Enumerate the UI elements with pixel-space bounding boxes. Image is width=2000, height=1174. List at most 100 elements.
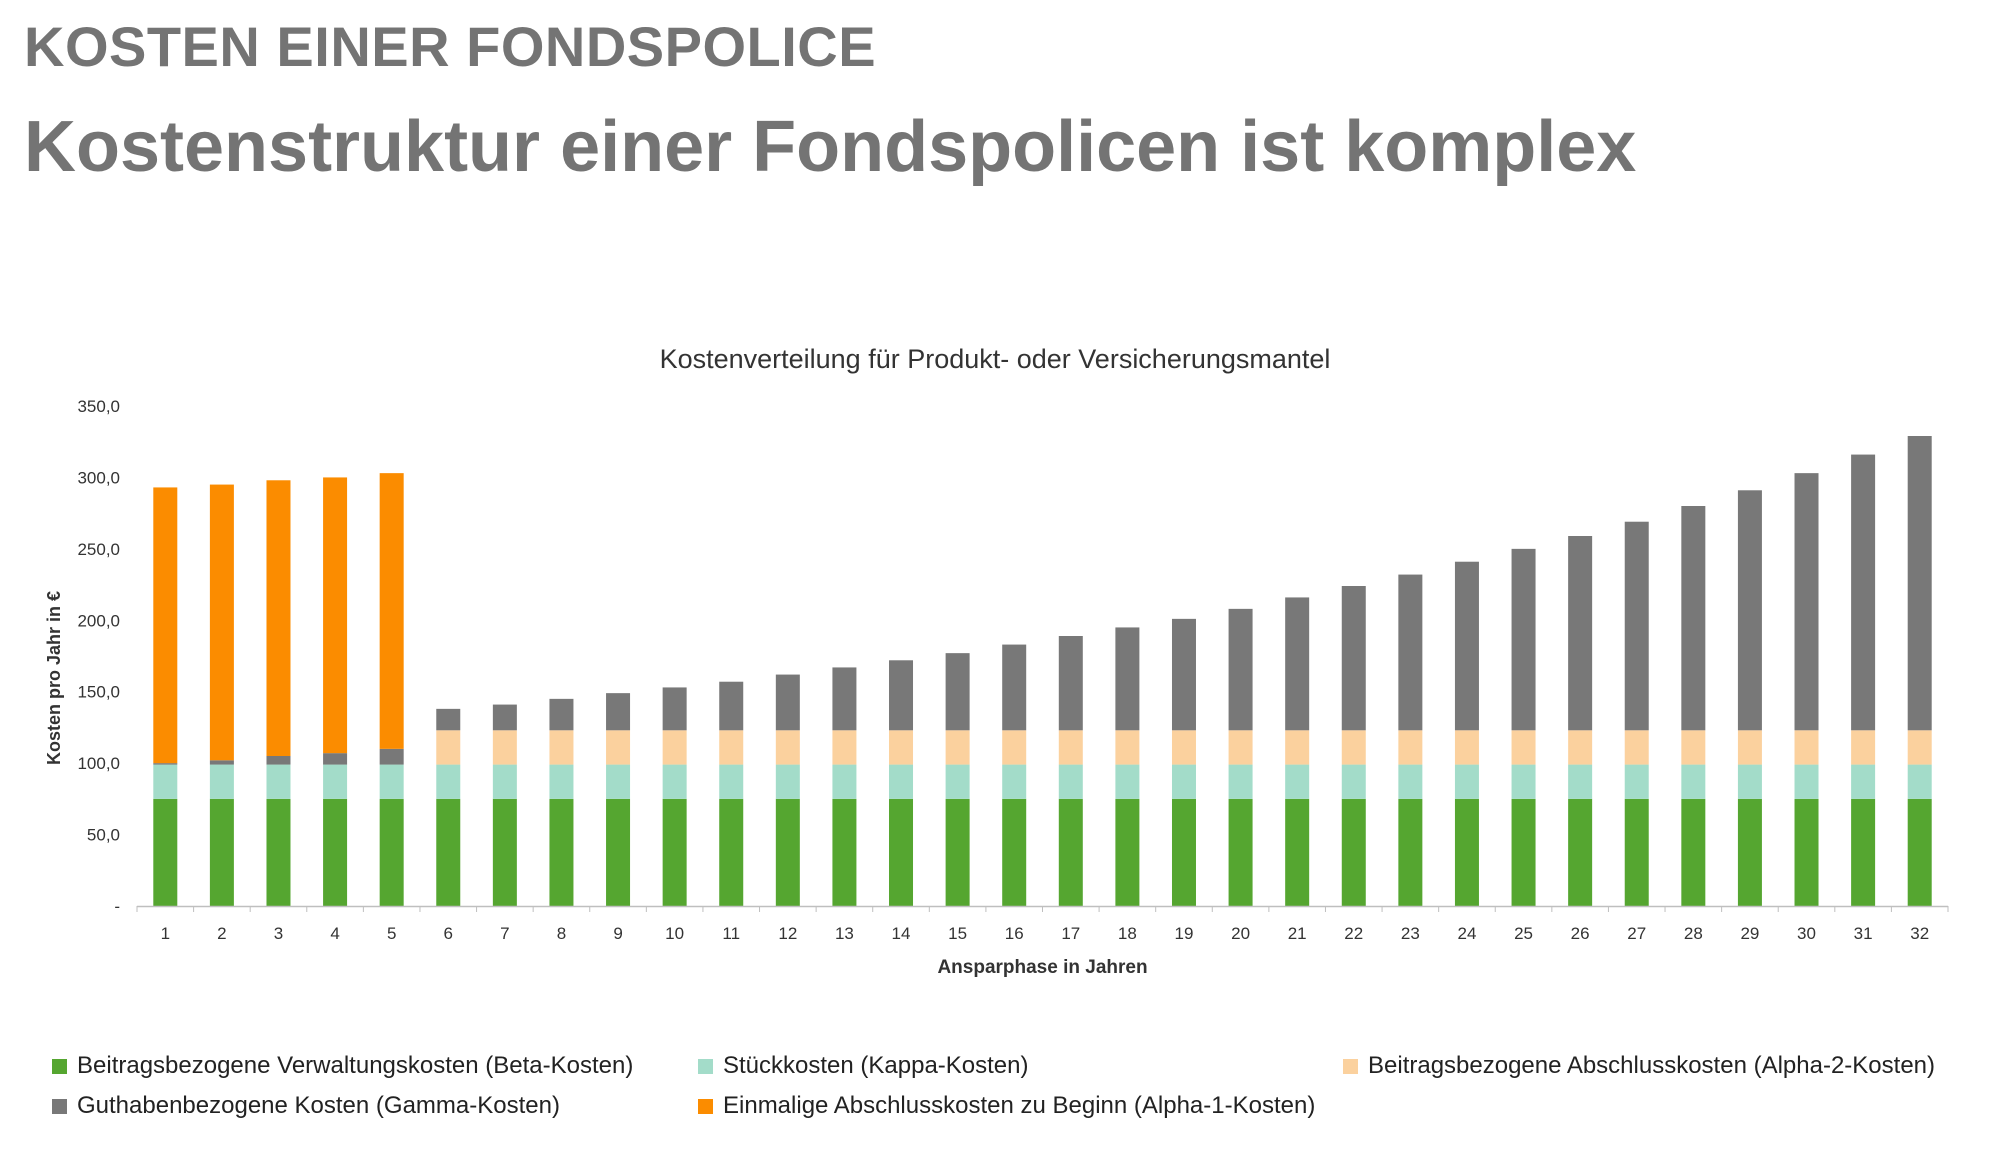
bar-segment-alpha2 [1681,730,1706,765]
bar-segment-gamma [1624,521,1649,731]
bar-segment-alpha2 [719,730,744,765]
bar-segment-alpha2 [1907,730,1932,765]
bar-segment-kappa [832,764,857,799]
x-tick-label: 2 [217,924,226,943]
bar-segment-alpha2 [1398,730,1423,765]
bar-segment-alpha2 [1285,730,1310,765]
bar-segment-alpha2 [1568,730,1593,765]
bar-segment-beta [945,798,970,906]
bar-segment-gamma [1737,490,1762,731]
bar-segment-beta [889,798,914,906]
y-tick-label: 250,0 [77,540,120,559]
x-tick-label: 31 [1854,924,1873,943]
bar-segment-beta [492,798,517,906]
chart-title: Kostenverteilung für Produkt- oder Versi… [659,344,1331,374]
bar-segment-beta [549,798,574,906]
bar-segment-kappa [1454,764,1479,799]
bar-segment-gamma [1115,627,1140,731]
y-tick-label: - [114,897,120,916]
y-tick-label: 100,0 [77,754,120,773]
bar-segment-gamma [606,693,631,731]
x-tick-label: 20 [1231,924,1250,943]
bar-segment-kappa [662,764,687,799]
bar-segment-gamma [662,687,687,731]
bar-segment-alpha2 [1737,730,1762,765]
bar-segment-alpha2 [606,730,631,765]
bar-segment-beta [1511,798,1536,906]
bar-segment-beta [1907,798,1932,906]
bar-segment-alpha1 [379,473,404,749]
bar-segment-beta [1568,798,1593,906]
bar-segment-gamma [1398,574,1423,731]
bar-segment-alpha2 [1454,730,1479,765]
bar-segment-alpha2 [662,730,687,765]
bar-segment-kappa [323,764,348,799]
bar-segment-beta [266,798,291,906]
bar-segment-kappa [1398,764,1423,799]
bar-segment-beta [1624,798,1649,906]
bar-segment-gamma [549,698,574,731]
bar-segment-gamma [1002,644,1027,731]
bar-segment-alpha2 [945,730,970,765]
x-tick-label: 3 [274,924,283,943]
bar-segment-kappa [889,764,914,799]
x-tick-label: 5 [387,924,396,943]
y-tick-label: 50,0 [87,826,120,845]
bar-segment-gamma [945,653,970,731]
bar-segment-alpha2 [1171,730,1196,765]
bar-segment-alpha1 [266,480,291,756]
bar-segment-beta [662,798,687,906]
bar-segment-alpha2 [889,730,914,765]
bar-segment-beta [436,798,461,906]
x-tick-label: 25 [1514,924,1533,943]
x-tick-label: 4 [330,924,339,943]
x-tick-label: 21 [1288,924,1307,943]
bar-segment-beta [1115,798,1140,906]
x-tick-label: 1 [161,924,170,943]
bar-segment-alpha2 [1058,730,1083,765]
x-tick-label: 9 [613,924,622,943]
bar-segment-alpha2 [1511,730,1536,765]
y-tick-label: 350,0 [77,397,120,416]
bar-segment-kappa [436,764,461,799]
x-tick-label: 19 [1175,924,1194,943]
bar-segment-kappa [1737,764,1762,799]
bar-segment-alpha1 [323,477,348,754]
bar-segment-kappa [153,764,178,799]
bar-segment-beta [323,798,348,906]
x-tick-label: 6 [444,924,453,943]
bar-segment-gamma [1341,586,1366,731]
x-tick-label: 16 [1005,924,1024,943]
bar-segment-alpha2 [1851,730,1876,765]
bar-segment-gamma [379,748,404,765]
bar-segment-gamma [1285,597,1310,731]
y-tick-label: 200,0 [77,611,120,630]
bar-segment-gamma [1511,548,1536,731]
bar-segment-kappa [266,764,291,799]
bar-segment-kappa [1228,764,1253,799]
x-tick-label: 24 [1457,924,1476,943]
bar-segment-kappa [1568,764,1593,799]
x-tick-label: 23 [1401,924,1420,943]
x-tick-label: 22 [1344,924,1363,943]
slide-kicker: KOSTEN EINER FONDSPOLICE [24,15,877,78]
bar-segment-alpha1 [209,484,234,761]
x-tick-label: 8 [557,924,566,943]
bar-segment-kappa [1341,764,1366,799]
x-tick-label: 26 [1571,924,1590,943]
y-axis-title: Kosten pro Jahr in € [44,591,64,765]
bar-segment-beta [1398,798,1423,906]
bar-segment-beta [1171,798,1196,906]
x-tick-label: 15 [948,924,967,943]
bar-segment-kappa [1624,764,1649,799]
bar-segment-kappa [1058,764,1083,799]
bar-segment-kappa [719,764,744,799]
bar-segment-alpha2 [1624,730,1649,765]
x-tick-label: 28 [1684,924,1703,943]
bar-segment-beta [1851,798,1876,906]
bar-segment-kappa [606,764,631,799]
bar-segment-gamma [266,756,291,765]
bar-segment-gamma [1228,608,1253,731]
y-tick-label: 300,0 [77,468,120,487]
